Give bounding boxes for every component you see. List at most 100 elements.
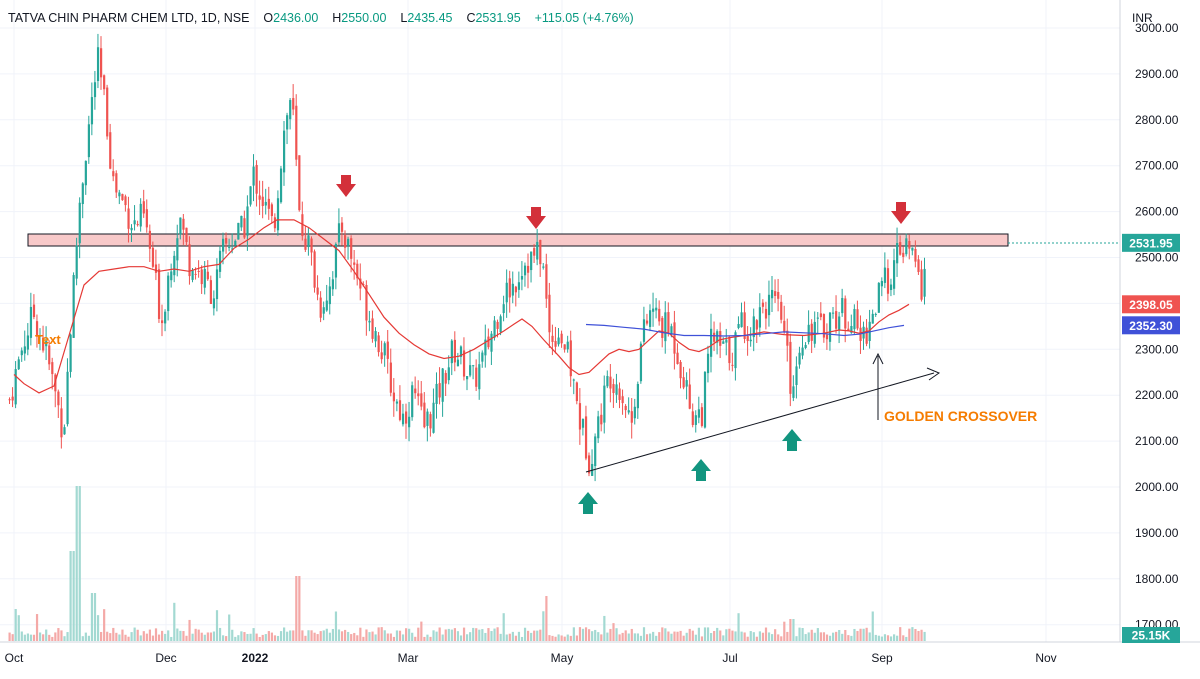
volume-bar	[283, 627, 286, 641]
volume-bar	[289, 630, 292, 641]
volume-bar	[606, 632, 609, 641]
candle-body	[487, 336, 490, 348]
candle-body	[911, 247, 914, 251]
candle-body	[688, 384, 691, 409]
volume-bar	[133, 627, 136, 641]
volume-bar	[865, 627, 868, 641]
candle-body	[536, 241, 539, 260]
volume-bar	[75, 486, 78, 641]
volume-bar	[478, 629, 481, 641]
moving-average-red-line	[13, 219, 910, 394]
candle-body	[319, 297, 322, 318]
candle-body	[527, 265, 530, 273]
candle-body	[215, 269, 219, 300]
support-trendline[interactable]	[585, 372, 935, 473]
resistance-zone[interactable]	[27, 233, 1009, 247]
candle-body	[17, 359, 20, 370]
time-tick-label: Mar	[398, 651, 419, 665]
candle-body	[871, 313, 874, 324]
candle-body	[405, 411, 408, 424]
golden-crossover-label[interactable]: GOLDEN CROSSOVER	[884, 408, 1037, 424]
candle-body	[469, 365, 472, 376]
volume-bar	[853, 628, 856, 641]
volume-bar	[32, 634, 36, 641]
up-arrow-icon[interactable]	[782, 429, 802, 451]
volume-bar	[353, 632, 356, 641]
candle-body	[264, 201, 267, 206]
candle-body	[743, 312, 746, 340]
candle-body	[429, 414, 432, 429]
candle-body	[600, 414, 603, 425]
volume-bar	[764, 627, 768, 641]
down-arrow-icon[interactable]	[891, 202, 911, 224]
volume-bar	[447, 628, 450, 641]
volume-bar	[761, 632, 765, 641]
candle-body	[170, 271, 173, 281]
volume-bar	[862, 628, 865, 641]
candle-body	[874, 313, 877, 315]
volume-bar	[301, 630, 304, 641]
volume-tag-label: 25.15K	[1132, 629, 1171, 643]
candle-body	[539, 239, 542, 265]
volume-bar	[621, 632, 624, 641]
candle-body	[273, 217, 277, 229]
time-axis[interactable]: Oct Dec 2022 Mar May Jul Sep Nov	[5, 651, 1057, 665]
volume-bar	[304, 635, 307, 641]
down-arrow-icon[interactable]	[336, 175, 356, 197]
volume-bar	[908, 628, 911, 641]
volume-bar	[655, 635, 658, 641]
candle-body	[228, 247, 231, 249]
candle-body	[51, 362, 54, 375]
volume-bar	[197, 629, 200, 641]
volume-bar	[103, 609, 106, 641]
volume-bar	[581, 628, 585, 641]
text-annotation[interactable]: Text	[35, 332, 61, 347]
candle-body	[889, 284, 893, 291]
volume-bar	[225, 636, 228, 641]
volume-bar	[441, 634, 444, 641]
volume-bar	[96, 615, 100, 641]
candle-body	[682, 377, 685, 388]
candle-body	[84, 160, 87, 186]
candle-body	[252, 166, 255, 186]
candle-body	[722, 341, 725, 344]
candle-body	[63, 427, 66, 435]
candle-body	[853, 309, 856, 330]
up-arrow-icon[interactable]	[691, 459, 711, 481]
candle-body	[819, 313, 822, 318]
candle-body	[850, 326, 853, 333]
volume-bar	[295, 576, 298, 641]
volume-bar	[170, 636, 173, 641]
volume-bar	[106, 631, 109, 641]
candle-body	[478, 364, 481, 390]
candle-body	[798, 352, 801, 365]
candle-body	[225, 237, 228, 244]
volume-bar	[792, 619, 795, 641]
candle-body	[566, 341, 569, 350]
symbol-legend[interactable]: TATVA CHIN PHARM CHEM LTD, 1D, NSE O2436…	[8, 11, 634, 25]
candle-body	[23, 346, 26, 354]
volume-bar	[469, 632, 472, 641]
volume-bar	[118, 634, 121, 641]
candle-body	[572, 379, 575, 381]
candle-body	[87, 124, 90, 158]
moving-average-blue-line	[585, 323, 905, 337]
volume-bar	[563, 636, 566, 641]
up-arrow-icon[interactable]	[578, 492, 598, 514]
volume-bar	[42, 634, 45, 641]
price-tag-label: 2398.05	[1129, 298, 1173, 312]
volume-bar	[444, 629, 447, 641]
candle-body	[792, 386, 795, 398]
volume-bar	[417, 627, 420, 641]
volume-bar	[109, 633, 112, 641]
candle-body	[48, 345, 51, 365]
candle-body	[209, 280, 212, 305]
volume-bar	[466, 634, 469, 641]
volume-bar	[371, 631, 374, 641]
volume-bar	[914, 629, 917, 641]
down-arrow-icon[interactable]	[526, 207, 546, 229]
volume-bar	[688, 628, 691, 641]
volume-bar	[63, 636, 66, 641]
